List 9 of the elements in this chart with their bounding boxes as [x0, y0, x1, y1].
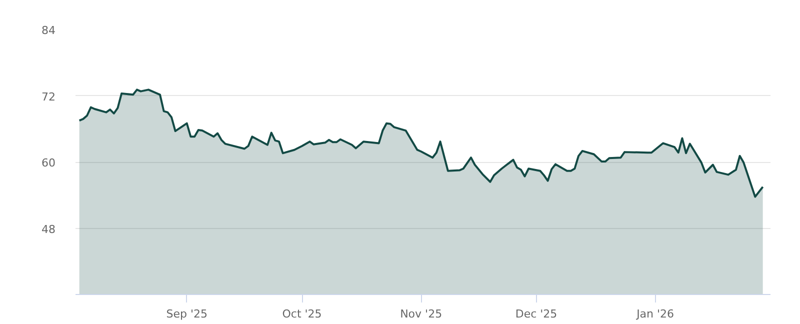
x-tick-label: Jan '26: [636, 308, 674, 320]
x-tick-label: Oct '25: [282, 308, 322, 320]
x-tick-label: Dec '25: [515, 308, 558, 320]
y-tick-label: 60: [42, 156, 56, 170]
x-tick-label: Sep '25: [166, 308, 208, 320]
y-tick-label: 72: [42, 90, 56, 104]
y-tick-label: 48: [42, 222, 56, 236]
y-tick-label: 84: [42, 24, 56, 37]
x-tick-label: Nov '25: [400, 308, 442, 320]
